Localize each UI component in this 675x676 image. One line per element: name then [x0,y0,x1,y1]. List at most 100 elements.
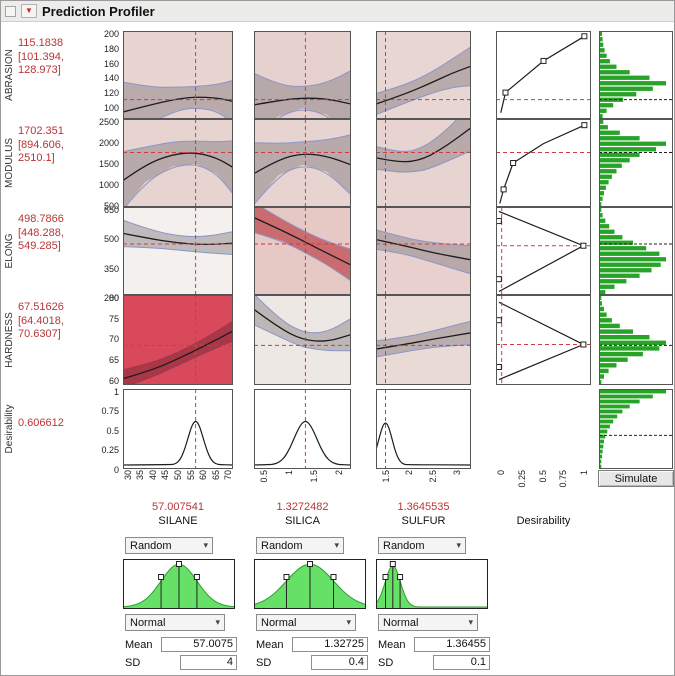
y-tick-label: 0.75 [101,406,119,417]
mean-label: Mean [256,639,284,651]
distribution-dropdown-SILANE[interactable]: Normal ▾ [125,614,225,631]
distribution-dropdown-SULFUR[interactable]: Normal ▾ [378,614,478,631]
simulate-button[interactable]: Simulate [598,470,674,487]
factor-distribution-plot-SILICA[interactable] [254,559,366,609]
y-tick-label: 140 [103,73,119,84]
desirability-trace-MODULUS[interactable] [496,119,591,207]
y-tick-label: 100 [103,102,119,113]
profiler-cell-MODULUS-SILANE[interactable] [123,119,233,207]
desirability-trace-ELONG[interactable] [496,207,591,295]
distribution-dropdown-SILANE-value: Normal [130,616,166,629]
profiler-titlebar: ▼ Prediction Profiler [1,1,674,22]
x-tick-label: 2 [404,470,415,476]
response-name-ABRASION: ABRASION [4,49,15,101]
profiler-cell-MODULUS-SILICA[interactable] [254,119,351,207]
sd-field-SULFUR[interactable]: 0.1 [433,655,490,670]
factor-distribution-plot-SILANE[interactable] [123,559,235,609]
sampling-dropdown-SILICA-value: Random [261,539,303,552]
x-tick-label: 0 [495,470,506,476]
y-tick-label: 0.5 [106,425,119,436]
y-tick-label: 650 [103,205,119,215]
x-tick-label: 1.5 [380,470,391,483]
x-tick-label: 30 [122,470,133,481]
x-tick-label: 1 [579,470,590,476]
sd-field-SILANE[interactable]: 4 [180,655,237,670]
profiler-cell-ABRASION-SILICA[interactable] [254,31,351,119]
profiler-cell-ABRASION-SILANE[interactable] [123,31,233,119]
chevron-down-icon: ▾ [215,617,220,627]
simulation-histogram-HARDNESS [599,295,673,385]
distribution-dropdown-SULFUR-value: Normal [383,616,419,629]
chevron-down-icon: ▾ [346,617,351,627]
y-tick-label: 1 [113,387,119,397]
simulation-histogram-ABRASION [599,31,673,119]
profiler-cell-ELONG-SILANE[interactable] [123,207,233,295]
profiler-cell-Desirability-SILICA[interactable] [254,389,351,469]
response-value-ABRASION: 115.1838 [18,37,64,49]
mean-field-SULFUR[interactable]: 1.36455 [414,637,490,652]
response-name-HARDNESS: HARDNESS [4,312,15,368]
response-ci-MODULUS: [894.606, 2510.1] [18,139,64,164]
desirability-trace-HARDNESS[interactable] [496,295,591,385]
simulation-histogram-Desirability [599,389,673,469]
mean-label: Mean [378,639,406,651]
sampling-dropdown-SILANE[interactable]: Random ▾ [125,537,213,554]
y-tick-label: 160 [103,58,119,69]
profiler-cell-HARDNESS-SILICA[interactable] [254,295,351,385]
factor-name-SILANE: SILANE [158,515,198,527]
y-tick-label: 180 [103,43,119,54]
profiler-cell-Desirability-SILANE[interactable] [123,389,233,469]
profiler-cell-HARDNESS-SULFUR[interactable] [376,295,471,385]
response-name-Desirability: Desirability [4,404,15,454]
y-tick-label: 200 [103,293,119,303]
sampling-dropdown-SULFUR[interactable]: Random ▾ [378,537,466,554]
profiler-cell-ELONG-SULFUR[interactable] [376,207,471,295]
y-tick-label: 0 [113,464,119,475]
sd-label: SD [125,657,141,669]
sampling-dropdown-SILICA[interactable]: Random ▾ [256,537,344,554]
x-tick-label: 40 [148,470,159,481]
y-tick-label: 500 [103,234,119,245]
mean-field-SILICA[interactable]: 1.32725 [292,637,368,652]
factor-name-SULFUR: SULFUR [401,515,446,527]
sd-field-SILICA[interactable]: 0.4 [311,655,368,670]
y-tick-label: 350 [103,263,119,274]
y-tick-label: 0.25 [101,445,119,456]
x-tick-label: 2.5 [428,470,438,483]
simulation-histogram-ELONG [599,207,673,295]
profiler-cell-ELONG-SILICA[interactable] [254,207,351,295]
profiler-cell-HARDNESS-SILANE[interactable] [123,295,233,385]
distribution-dropdown-SILICA[interactable]: Normal ▾ [256,614,356,631]
y-tick-label: 120 [103,88,119,99]
disclosure-button[interactable]: ▼ [21,4,37,18]
desirability-trace-ABRASION[interactable] [496,31,591,119]
y-tick-label: 200 [103,29,119,39]
x-tick-label: 35 [135,470,146,481]
y-tick-label: 65 [108,355,119,366]
factor-distribution-plot-SULFUR[interactable] [376,559,488,609]
x-tick-label: 0.5 [537,470,548,483]
y-tick-label: 70 [108,334,119,345]
mean-label: Mean [125,639,153,651]
x-tick-label: 70 [223,470,234,481]
response-name-MODULUS: MODULUS [4,138,15,189]
x-tick-label: 3 [451,470,462,476]
sampling-dropdown-SILANE-value: Random [130,539,172,552]
x-tick-label: 1.5 [308,470,319,483]
mean-field-SILANE[interactable]: 57.0075 [161,637,237,652]
factor-current-value-SULFUR: 1.3645535 [397,501,450,513]
x-tick-label: 0.25 [516,470,527,488]
chevron-down-icon: ▾ [456,540,461,550]
distribution-dropdown-SILICA-value: Normal [261,616,297,629]
profiler-cell-MODULUS-SULFUR[interactable] [376,119,471,207]
response-ci-HARDNESS: [64.4018, 70.6307] [18,315,64,340]
profiler-cell-ABRASION-SULFUR[interactable] [376,31,471,119]
response-value-Desirability: 0.606612 [18,417,64,429]
x-tick-label: 60 [197,470,208,481]
y-tick-label: 2000 [98,138,119,149]
profiler-cell-Desirability-SULFUR[interactable] [376,389,471,469]
x-tick-label: 1 [283,470,294,476]
red-triangle-icon: ▼ [25,6,33,15]
